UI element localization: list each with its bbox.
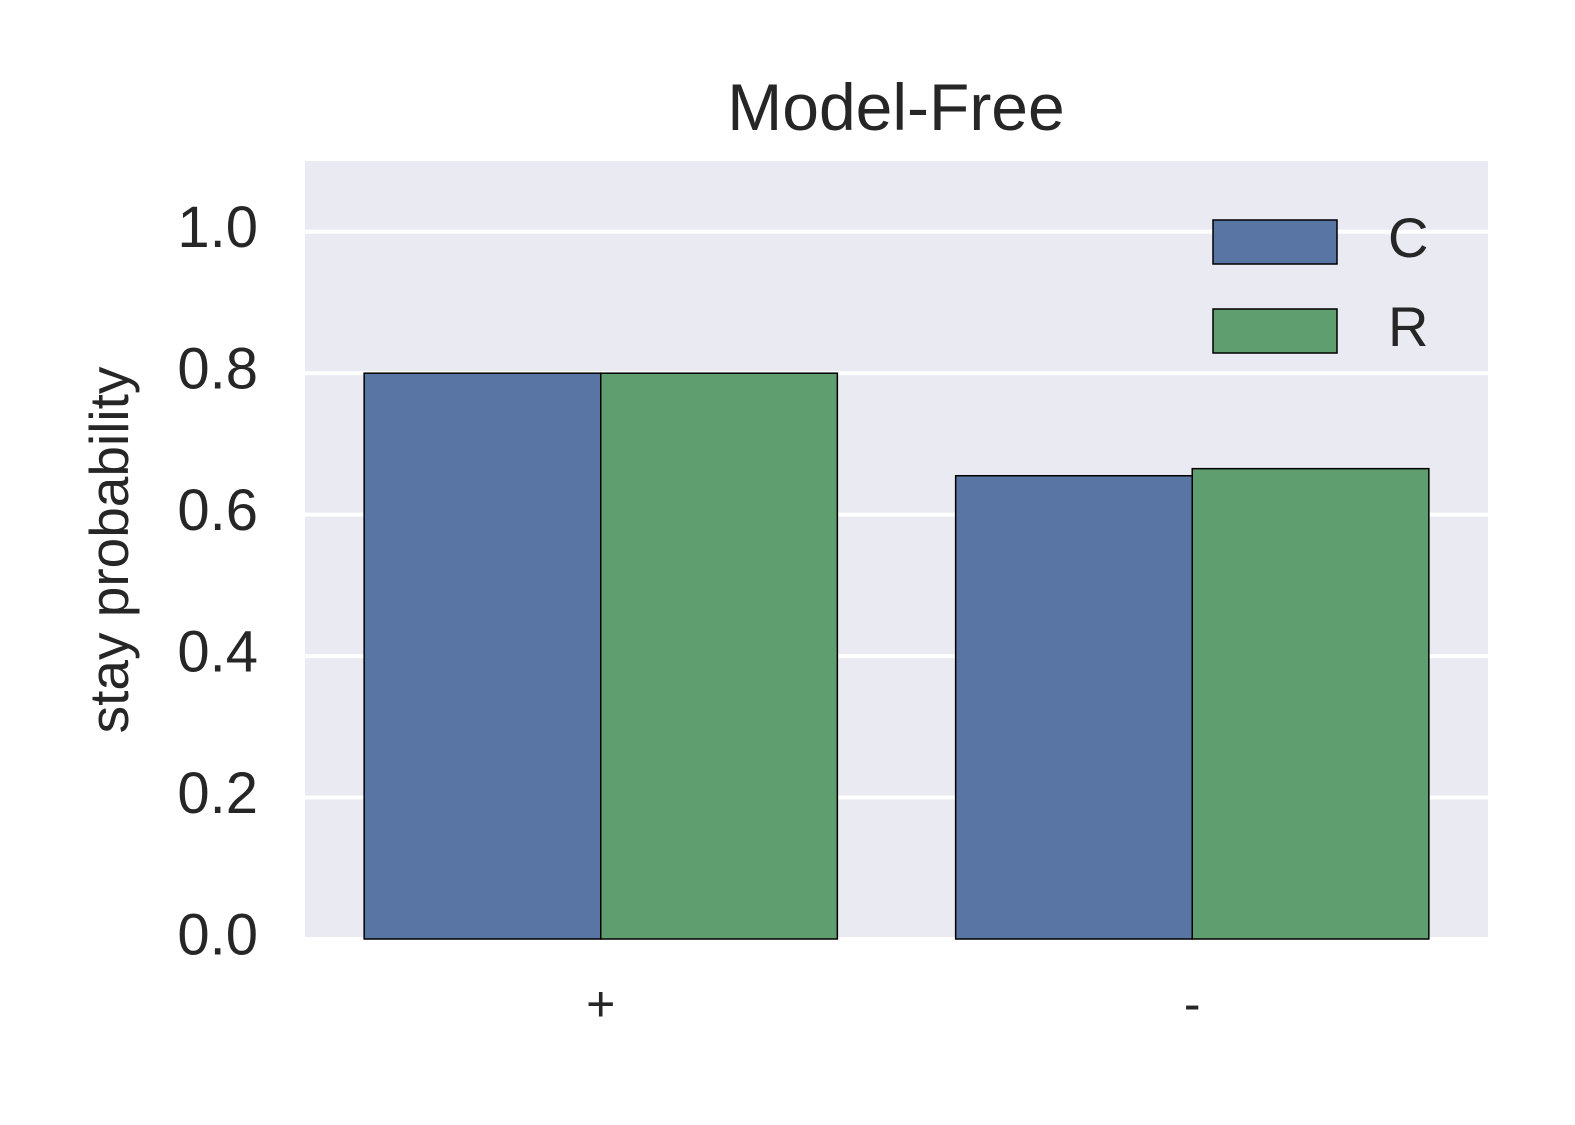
legend-label-R: R [1388,295,1428,358]
bar-R-2 [1191,467,1430,940]
y-tick-label: 0.4 [177,619,258,684]
chart-title: Model-Free [727,70,1064,144]
y-tick-label: 1.0 [177,195,258,260]
legend: CR [1212,206,1428,358]
bar-R-1 [600,372,839,940]
bars [363,372,1430,940]
legend-swatch-C [1212,219,1338,265]
y-tick-labels: 0.0 0.2 0.4 0.6 0.8 1.0 [177,195,258,967]
y-axis-label: stay probability [78,366,140,733]
y-tick-label: 0.2 [177,761,258,826]
bar-C-2 [954,474,1194,940]
legend-label-C: C [1388,206,1428,269]
x-tick-labels: + - [586,976,1200,1032]
bar-C-1 [363,372,602,940]
y-tick-label: 0.6 [177,478,258,543]
x-tick-label: + [586,976,615,1032]
y-tick-label: 0.8 [177,337,258,402]
y-tick-label: 0.0 [177,902,258,967]
x-tick-label: - [1184,976,1201,1032]
legend-swatch-R [1212,308,1338,354]
